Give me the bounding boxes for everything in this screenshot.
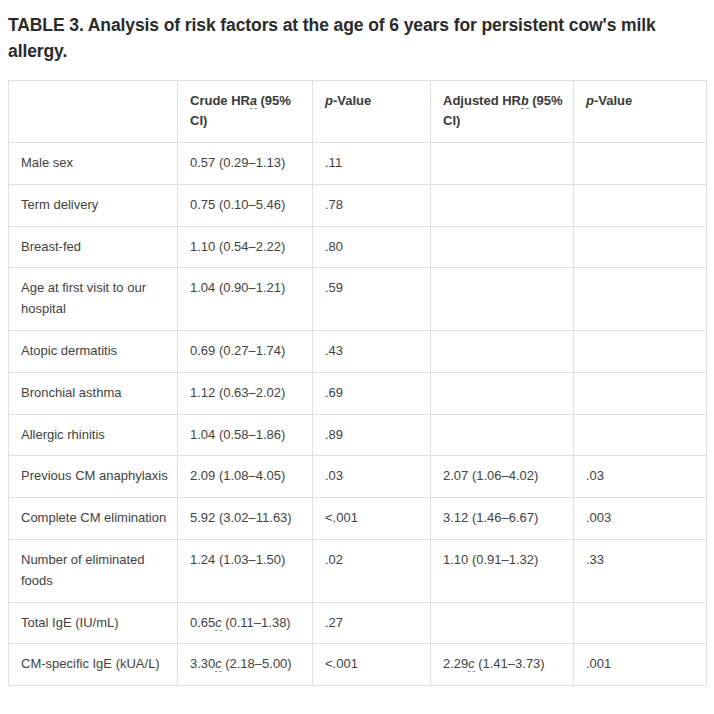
table-row: Bronchial asthma 1.12 (0.63–2.02) .69	[9, 372, 707, 414]
p-value-crude-cell: <.001	[313, 644, 431, 686]
crude-hr-cell: 1.04 (0.58–1.86)	[178, 414, 313, 456]
row-label-cell: Age at first visit to our hospital	[9, 268, 178, 331]
p-value-adjusted-cell	[574, 372, 707, 414]
adjusted-hr-cell: 2.07 (1.06–4.02)	[431, 456, 574, 498]
column-header-empty	[9, 80, 178, 143]
risk-factors-table: Crude HRa (95% CI) p-Value Adjusted HRb …	[8, 80, 707, 687]
row-label-cell: Previous CM anaphylaxis	[9, 456, 178, 498]
table-row: Total IgE (IU/mL) 0.65c (0.11–1.38) .27	[9, 602, 707, 644]
table-row: Previous CM anaphylaxis 2.09 (1.08–4.05)…	[9, 456, 707, 498]
p-value-crude-cell: .43	[313, 331, 431, 373]
p-value-adjusted-cell	[574, 143, 707, 185]
table-title: TABLE 3. Analysis of risk factors at the…	[8, 12, 706, 65]
column-header-adjusted-hr: Adjusted HRb (95% CI)	[431, 80, 574, 143]
row-label-cell: Total IgE (IU/mL)	[9, 602, 178, 644]
table-row: Term delivery 0.75 (0.10–5.46) .78	[9, 184, 707, 226]
p-value-adjusted-cell	[574, 331, 707, 373]
row-label-cell: Number of eliminated foods	[9, 540, 178, 603]
table-row: Atopic dermatitis 0.69 (0.27–1.74) .43	[9, 331, 707, 373]
p-value-crude-cell: .02	[313, 540, 431, 603]
table-row: Allergic rhinitis 1.04 (0.58–1.86) .89	[9, 414, 707, 456]
table-row: Number of eliminated foods 1.24 (1.03–1.…	[9, 540, 707, 603]
p-value-adjusted-cell: .33	[574, 540, 707, 603]
p-value-crude-cell: <.001	[313, 498, 431, 540]
p-value-crude-cell: .69	[313, 372, 431, 414]
adjusted-hr-cell: 1.10 (0.91–1.32)	[431, 540, 574, 603]
adjusted-hr-cell: 3.12 (1.46–6.67)	[431, 498, 574, 540]
crude-hr-cell: 0.75 (0.10–5.46)	[178, 184, 313, 226]
table-row: CM-specific IgE (kUA/L) 3.30c (2.18–5.00…	[9, 644, 707, 686]
column-header-p-value-adjusted: p-Value	[574, 80, 707, 143]
crude-hr-cell: 1.04 (0.90–1.21)	[178, 268, 313, 331]
crude-hr-cell: 1.24 (1.03–1.50)	[178, 540, 313, 603]
p-value-crude-cell: .89	[313, 414, 431, 456]
p-value-adjusted-cell: .03	[574, 456, 707, 498]
p-value-adjusted-cell	[574, 268, 707, 331]
column-header-p-value-crude: p-Value	[313, 80, 431, 143]
p-value-adjusted-cell: .001	[574, 644, 707, 686]
row-label-cell: Atopic dermatitis	[9, 331, 178, 373]
adjusted-hr-cell	[431, 372, 574, 414]
p-value-crude-cell: .78	[313, 184, 431, 226]
p-value-crude-cell: .11	[313, 143, 431, 185]
row-label-cell: Male sex	[9, 143, 178, 185]
crude-hr-cell: 3.30c (2.18–5.00)	[178, 644, 313, 686]
row-label-cell: Breast-fed	[9, 226, 178, 268]
row-label-cell: Allergic rhinitis	[9, 414, 178, 456]
footnote-marker-link[interactable]: b	[521, 94, 529, 109]
table-row: Complete CM elimination 5.92 (3.02–11.63…	[9, 498, 707, 540]
crude-hr-cell: 1.12 (0.63–2.02)	[178, 372, 313, 414]
crude-hr-cell: 0.65c (0.11–1.38)	[178, 602, 313, 644]
column-header-crude-hr: Crude HRa (95% CI)	[178, 80, 313, 143]
p-value-adjusted-cell	[574, 414, 707, 456]
crude-hr-cell: 2.09 (1.08–4.05)	[178, 456, 313, 498]
adjusted-hr-cell	[431, 331, 574, 373]
p-value-crude-cell: .03	[313, 456, 431, 498]
adjusted-hr-cell	[431, 414, 574, 456]
adjusted-hr-cell: 2.29c (1.41–3.73)	[431, 644, 574, 686]
adjusted-hr-cell	[431, 184, 574, 226]
row-label-cell: Complete CM elimination	[9, 498, 178, 540]
paper-table-figure: TABLE 3. Analysis of risk factors at the…	[0, 0, 714, 714]
table-row: Age at first visit to our hospital 1.04 …	[9, 268, 707, 331]
row-label-cell: Bronchial asthma	[9, 372, 178, 414]
footnote-marker-link[interactable]: a	[250, 94, 257, 109]
row-label-cell: Term delivery	[9, 184, 178, 226]
table-header-row: Crude HRa (95% CI) p-Value Adjusted HRb …	[9, 80, 707, 143]
table-row: Breast-fed 1.10 (0.54–2.22) .80	[9, 226, 707, 268]
adjusted-hr-cell	[431, 226, 574, 268]
p-value-crude-cell: .27	[313, 602, 431, 644]
crude-hr-cell: 5.92 (3.02–11.63)	[178, 498, 313, 540]
adjusted-hr-cell	[431, 268, 574, 331]
adjusted-hr-cell	[431, 602, 574, 644]
crude-hr-cell: 1.10 (0.54–2.22)	[178, 226, 313, 268]
crude-hr-cell: 0.69 (0.27–1.74)	[178, 331, 313, 373]
p-value-adjusted-cell: .003	[574, 498, 707, 540]
p-value-adjusted-cell	[574, 602, 707, 644]
p-value-crude-cell: .59	[313, 268, 431, 331]
p-value-crude-cell: .80	[313, 226, 431, 268]
p-value-adjusted-cell	[574, 184, 707, 226]
table-row: Male sex 0.57 (0.29–1.13) .11	[9, 143, 707, 185]
p-value-adjusted-cell	[574, 226, 707, 268]
adjusted-hr-cell	[431, 143, 574, 185]
crude-hr-cell: 0.57 (0.29–1.13)	[178, 143, 313, 185]
row-label-cell: CM-specific IgE (kUA/L)	[9, 644, 178, 686]
